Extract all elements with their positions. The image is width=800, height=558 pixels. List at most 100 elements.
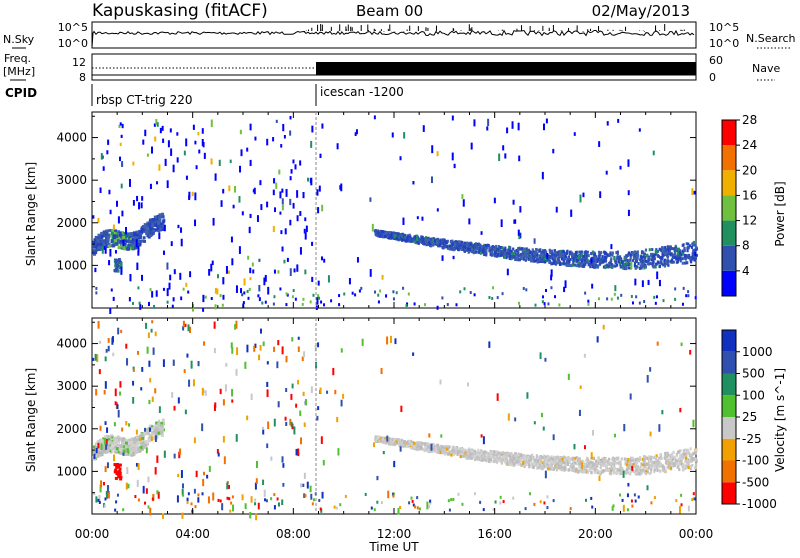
- velocity-noise-cell: [236, 369, 238, 376]
- power-echo-cell: [576, 264, 578, 267]
- velocity-noise-cell: [244, 362, 246, 369]
- power-noise-cell: [249, 227, 251, 233]
- velocity-echo-cell: [488, 453, 490, 456]
- power-echo-cell: [497, 253, 499, 256]
- velocity-echo-cell: [635, 469, 637, 472]
- power-ground-cell: [247, 290, 249, 293]
- power-ground-cell: [265, 301, 267, 304]
- power-ytick-label: 1000: [56, 258, 87, 272]
- power-noise-cell: [196, 165, 198, 169]
- velocity-echo-cell: [116, 447, 119, 450]
- power-echo-cell: [566, 264, 568, 267]
- velocity-echo-cell: [574, 457, 576, 460]
- power-echo-cell: [148, 230, 151, 233]
- velocity-noise-cell: [152, 397, 154, 402]
- power-echo-cell: [434, 240, 436, 243]
- power-echo-cell: [592, 265, 594, 268]
- power-echo-cell: [555, 251, 557, 254]
- power-echo-cell: [143, 236, 146, 239]
- power-echo-cell: [416, 235, 418, 238]
- velocity-echo-cell: [603, 460, 605, 463]
- power-echo-cell: [113, 234, 116, 237]
- velocity-noise-cell: [177, 474, 179, 477]
- power-noise-cell: [280, 230, 282, 234]
- power-ground-cell: [261, 302, 263, 305]
- power-noise-cell: [164, 225, 166, 231]
- power-noise-cell: [180, 227, 182, 232]
- power-noise-cell: [116, 201, 118, 207]
- power-echo-cell: [459, 244, 461, 247]
- power-noise-cell: [310, 178, 312, 183]
- velocity-echo-cell: [687, 461, 689, 464]
- power-echo-cell: [563, 262, 565, 265]
- power-noise-cell: [250, 214, 252, 218]
- velocity-noise-cell: [159, 406, 161, 413]
- velocity-echo-cell: [608, 463, 610, 466]
- velocity-noise-cell: [147, 347, 149, 354]
- velocity-noise-cell: [231, 399, 233, 402]
- power-echo-cell: [425, 239, 427, 242]
- power-echo-cell: [562, 254, 564, 257]
- velocity-echo-cell: [670, 467, 672, 470]
- velocity-echo-cell: [694, 452, 696, 455]
- power-echo-cell: [599, 258, 601, 261]
- velocity-noise-cell: [688, 506, 690, 512]
- power-noise-cell: [285, 228, 287, 234]
- power-echo-cell: [97, 246, 100, 249]
- velocity-echo-cell: [668, 464, 670, 467]
- power-noise-cell: [236, 285, 238, 293]
- velocity-echo-cell: [597, 471, 599, 474]
- power-noise-cell: [108, 260, 110, 265]
- power-noise-cell: [208, 269, 210, 276]
- velocity-noise-cell: [321, 436, 323, 444]
- velocity-noise-cell: [544, 358, 546, 362]
- velocity-noise-cell: [630, 393, 632, 399]
- velocity-echo-cell: [564, 458, 566, 461]
- power-echo-cell: [586, 256, 588, 259]
- power-noise-cell: [118, 216, 120, 223]
- velocity-noise-cell: [162, 514, 164, 519]
- velocity-noise-cell: [260, 345, 262, 351]
- velocity-echo-cell: [568, 469, 570, 472]
- power-echo-cell: [661, 262, 663, 265]
- power-noise-cell: [157, 122, 159, 127]
- velocity-noise-cell: [627, 493, 629, 497]
- power-noise-cell: [512, 121, 514, 129]
- velocity-noise-cell: [390, 336, 392, 343]
- velocity-echo-cell: [120, 452, 123, 455]
- velocity-noise-cell: [543, 427, 545, 431]
- power-echo-cell: [557, 258, 559, 261]
- velocity-echo-cell: [511, 463, 513, 466]
- power-echo-cell: [583, 265, 585, 268]
- velocity-noise-cell: [373, 442, 375, 447]
- power-ground-cell: [343, 293, 345, 296]
- power-noise-cell: [321, 256, 323, 260]
- velocity-noise-cell: [584, 445, 586, 449]
- power-noise-cell: [250, 124, 252, 131]
- velocity-echo-cell: [562, 458, 564, 461]
- velocity-noise-cell: [381, 368, 383, 374]
- velocity-noise-cell: [267, 421, 269, 429]
- velocity-noise-cell: [304, 422, 306, 426]
- velocity-echo-cell: [506, 458, 508, 461]
- velocity-echo-cell: [682, 455, 684, 458]
- power-noise-cell: [169, 275, 171, 281]
- velocity-noise-cell: [623, 424, 625, 431]
- power-ground-cell: [464, 287, 466, 290]
- velocity-noise-cell: [285, 388, 287, 392]
- power-ground-cell: [656, 295, 658, 298]
- power-noise-cell: [188, 195, 190, 200]
- power-noise-cell: [620, 166, 622, 170]
- velocity-noise-cell: [149, 508, 151, 516]
- power-noise-cell: [452, 153, 454, 161]
- velocity-noise-cell: [337, 448, 339, 455]
- power-echo-cell: [640, 255, 642, 258]
- power-noise-cell: [247, 256, 249, 260]
- velocity-echo-cell: [693, 457, 695, 460]
- velocity-noise-cell: [100, 426, 102, 431]
- power-echo-cell: [654, 257, 656, 260]
- velocity-noise-cell: [291, 337, 293, 341]
- power-ytick-label: 4000: [56, 131, 87, 145]
- velocity-echo-cell: [542, 467, 544, 470]
- velocity-noise-cell: [647, 485, 649, 490]
